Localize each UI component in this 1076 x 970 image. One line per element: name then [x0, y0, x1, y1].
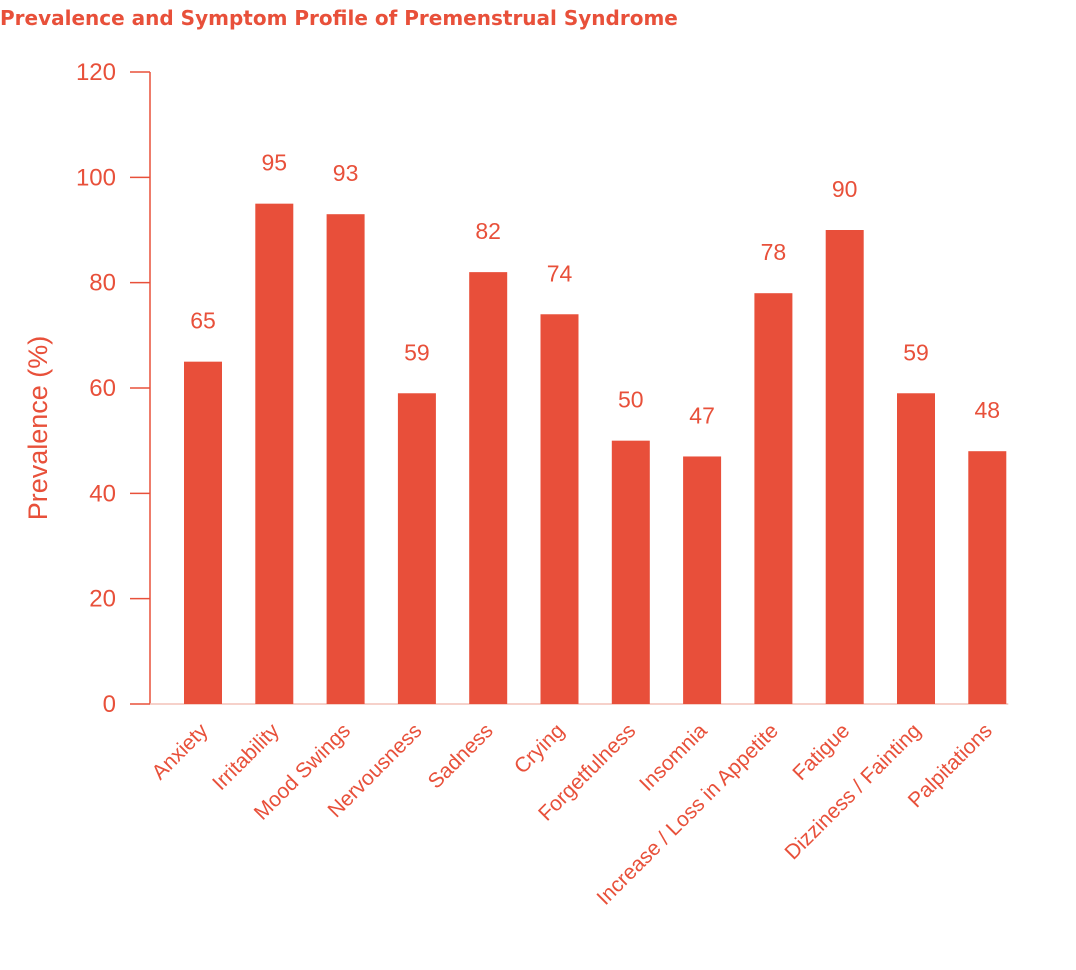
y-axis: 0 20 40 60 80 100 120: [76, 59, 151, 718]
bars: [184, 203, 1007, 704]
bar: [469, 272, 508, 704]
bar: [326, 214, 365, 704]
bar: [184, 361, 222, 704]
y-tick-label: 20: [89, 586, 116, 613]
data-label: 50: [618, 387, 644, 413]
data-label: 95: [262, 150, 288, 176]
y-tick-label: 100: [76, 164, 116, 191]
x-tick-label: Dizziness / Fainting: [781, 719, 926, 864]
x-tick-label: Fatigue: [788, 719, 854, 785]
bar: [754, 293, 793, 704]
bar: [825, 230, 864, 704]
data-label: 59: [404, 339, 430, 365]
y-tick-label: 40: [89, 480, 116, 507]
y-tick-label: 60: [89, 375, 116, 402]
data-label: 78: [761, 239, 787, 265]
data-label: 48: [975, 397, 1001, 423]
chart-title: Prevalence and Symptom Profile of Premen…: [0, 6, 678, 30]
x-tick-label: Irritability: [208, 719, 284, 795]
y-tick-label: 0: [103, 691, 116, 718]
bar: [540, 314, 579, 704]
bar: [255, 203, 294, 704]
data-label: 93: [333, 160, 359, 186]
y-tick-label: 120: [76, 59, 116, 86]
x-tick-label: Crying: [510, 719, 569, 778]
data-label: 65: [190, 308, 216, 334]
x-tick-label: Anxiety: [148, 719, 213, 784]
bar: [897, 393, 935, 704]
bar: [397, 393, 436, 704]
data-labels: 65 95 93 59 82 74 50 47 78 90 59 48: [190, 150, 1000, 429]
data-label: 82: [475, 218, 501, 244]
y-tick-label: 80: [89, 270, 116, 297]
y-axis-label: Prevalence (%): [23, 336, 53, 521]
bar: [683, 456, 722, 704]
data-label: 59: [903, 339, 929, 365]
bar: [611, 440, 650, 704]
data-label: 90: [832, 176, 858, 202]
bar: [968, 451, 1007, 704]
x-tick-label: Sadness: [424, 719, 498, 793]
data-label: 74: [547, 260, 573, 286]
data-label: 47: [689, 402, 715, 428]
